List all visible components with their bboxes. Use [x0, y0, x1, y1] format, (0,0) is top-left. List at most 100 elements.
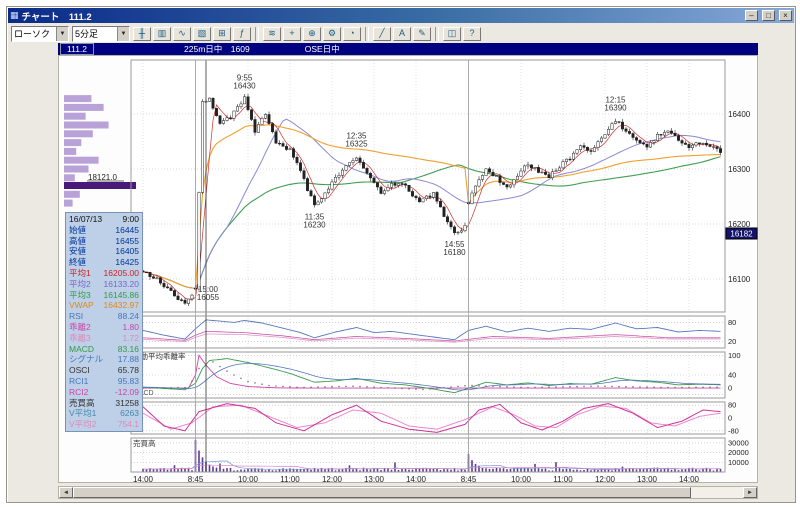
svg-text:12:15: 12:15	[605, 96, 626, 105]
svg-text:20000: 20000	[728, 448, 749, 457]
svg-text:20: 20	[728, 337, 736, 346]
svg-text:移動平均乖離率: 移動平均乖離率	[133, 351, 186, 361]
tooltip-header: 16/07/13 9:00	[66, 214, 142, 225]
tooltip-row: OSCI 65.78	[69, 365, 139, 376]
window-title: チャート 111.2	[21, 11, 92, 23]
svg-text:MACD: MACD	[133, 390, 154, 397]
tooltip-row: V平均2 754.1	[69, 419, 139, 430]
chart-window: ▦ チャート 111.2 – □ × ローソク ▼ 5分足 ▼ ╫ ▥ ∿ ▧ ⊞ ƒ ≋ +…	[6, 6, 796, 503]
svg-text:13:00: 13:00	[364, 475, 385, 484]
chart-canvas[interactable]: 18121.0 16400 16300 16200 16100 16182 80 20 100 4…	[59, 56, 759, 484]
svg-text:11:00: 11:00	[553, 475, 573, 484]
tooltip-rows: 始値 16445 高値 16455 安値 16405 終値 16425 平均1 16205.00 平…	[66, 225, 142, 430]
svg-text:16390: 16390	[604, 104, 627, 113]
scroll-left-button[interactable]: ◄	[59, 487, 73, 498]
tooltip-row: 売買高 31258	[69, 397, 139, 408]
tooltip-row: 平均2 16133.20	[69, 278, 139, 289]
chart-window-icon: ▦	[10, 10, 19, 20]
close-button[interactable]: ×	[779, 10, 792, 21]
tooltip-row: 安値 16405	[69, 246, 139, 257]
toolbar-separator	[435, 26, 439, 41]
compare-icon[interactable]: ≋	[263, 26, 281, 41]
svg-text:18121.0: 18121.0	[88, 173, 117, 182]
svg-text:-80: -80	[728, 426, 739, 435]
toolbar-separator	[365, 26, 369, 41]
scrollbar-thumb[interactable]	[73, 487, 691, 498]
instrument-name: 225m日中 1609	[184, 44, 250, 54]
scroll-right-button[interactable]: ►	[743, 487, 757, 498]
window-titlebar[interactable]: ▦ チャート 111.2 – □ ×	[8, 8, 794, 23]
link-icon[interactable]: ◫	[443, 26, 461, 41]
tooltip-row: シグナル 17.88	[69, 354, 139, 365]
bar-chart-icon[interactable]: ▥	[153, 26, 171, 41]
text-tool-icon[interactable]: A	[393, 26, 411, 41]
svg-text:13:00: 13:00	[637, 475, 658, 484]
svg-text:15:00: 15:00	[198, 285, 219, 294]
svg-text:14:55: 14:55	[444, 240, 465, 249]
timeframe-select[interactable]: 5分足 ▼	[72, 25, 130, 42]
svg-text:12:35: 12:35	[346, 131, 367, 140]
toolbar-separator	[255, 26, 259, 41]
tooltip-row: 平均3 16145.86	[69, 289, 139, 300]
tooltip-row: 平均1 16205.00	[69, 267, 139, 278]
chevron-down-icon: ▼	[56, 26, 68, 41]
tooltip-row: MACD 83.16	[69, 343, 139, 354]
tooltip-row: 終値 16425	[69, 257, 139, 268]
svg-text:80: 80	[728, 401, 736, 410]
svg-text:16230: 16230	[303, 221, 326, 230]
edit-icon[interactable]: ✎	[413, 26, 431, 41]
svg-text:80: 80	[728, 318, 736, 327]
chart-type-value: ローソク	[14, 29, 51, 39]
tooltip-row: RSI 88.24	[69, 311, 139, 322]
svg-text:11:00: 11:00	[280, 475, 300, 484]
svg-text:16400: 16400	[728, 110, 751, 119]
svg-text:16430: 16430	[233, 82, 256, 91]
svg-text:12:00: 12:00	[322, 475, 343, 484]
line-chart-icon[interactable]: ∿	[173, 26, 191, 41]
svg-text:10:00: 10:00	[511, 475, 532, 484]
minimize-button[interactable]: –	[745, 10, 758, 21]
timeframe-value: 5分足	[75, 29, 99, 39]
zoom-icon[interactable]: ⊕	[303, 26, 321, 41]
toolbar: ローソク ▼ 5分足 ▼ ╫ ▥ ∿ ▧ ⊞ ƒ ≋ + ⊕ ⚙ ◔ ╱ A ✎ ◫?	[9, 25, 793, 42]
scrollbar-track[interactable]	[73, 487, 743, 498]
tooltip-row: V平均1 6263	[69, 408, 139, 419]
area-chart-icon[interactable]: ▧	[193, 26, 211, 41]
chart-type-select[interactable]: ローソク ▼	[11, 25, 69, 42]
tooltip-row: VWAP 16432.97	[69, 300, 139, 311]
period-icon[interactable]: ◔	[343, 26, 361, 41]
svg-text:14:00: 14:00	[679, 475, 700, 484]
tooltip-row: 始値 16445	[69, 224, 139, 235]
indicator-icon[interactable]: ƒ	[233, 26, 251, 41]
instrument-info-bar: 111.2 225m日中 1609 OSE日中	[58, 43, 758, 55]
chevron-down-icon: ▼	[117, 26, 129, 41]
tooltip-date: 16/07/13	[69, 214, 103, 224]
svg-text:0: 0	[728, 384, 732, 393]
svg-text:16182: 16182	[730, 230, 753, 239]
svg-text:12:00: 12:00	[595, 475, 616, 484]
svg-text:14:00: 14:00	[133, 475, 154, 484]
session-name: OSE日中	[304, 44, 340, 54]
crosshair-icon[interactable]: +	[283, 26, 301, 41]
symbol-code: 111.2	[60, 43, 95, 55]
svg-text:14:00: 14:00	[406, 475, 427, 484]
svg-text:0: 0	[728, 414, 732, 423]
svg-text:売買高: 売買高	[133, 438, 156, 448]
grid-icon[interactable]: ⊞	[213, 26, 231, 41]
chart-region[interactable]: 18121.0 16400 16300 16200 16100 16182 80 20 100 4…	[58, 55, 759, 484]
candlestick-chart-icon[interactable]: ╫	[133, 26, 151, 41]
svg-text:10:00: 10:00	[238, 475, 259, 484]
toolbar-icon-strip: ╫ ▥ ∿ ▧ ⊞ ƒ ≋ + ⊕ ⚙ ◔ ╱ A ✎ ◫?	[133, 26, 481, 41]
svg-text:16180: 16180	[443, 248, 466, 257]
tooltip-row: 乖離3 1.72	[69, 332, 139, 343]
maximize-button[interactable]: □	[762, 10, 775, 21]
settings-icon[interactable]: ⚙	[323, 26, 341, 41]
help-icon[interactable]: ?	[463, 26, 481, 41]
tooltip-row: RCI2 -12.09	[69, 386, 139, 397]
svg-text:16055: 16055	[197, 293, 220, 302]
draw-line-icon[interactable]: ╱	[373, 26, 391, 41]
svg-text:8:45: 8:45	[188, 475, 204, 484]
horizontal-scrollbar[interactable]: ◄ ►	[58, 486, 758, 499]
tooltip-row: 高値 16455	[69, 235, 139, 246]
svg-text:16100: 16100	[728, 275, 751, 284]
